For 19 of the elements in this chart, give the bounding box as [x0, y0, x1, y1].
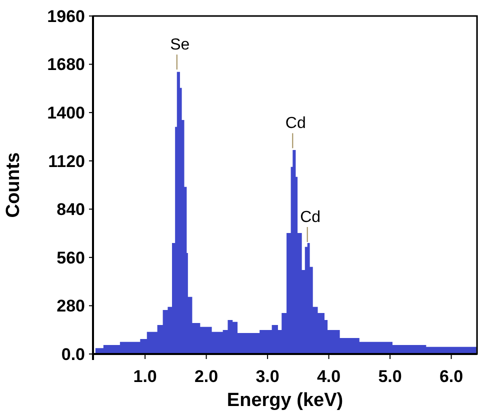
y-tick-label: 0.0 [61, 344, 85, 364]
y-tick-label: 1400 [47, 104, 85, 123]
x-tick-label: 3.0 [256, 367, 280, 386]
x-tick-label: 1.0 [133, 367, 157, 386]
x-axis-title: Energy (keV) [226, 390, 344, 411]
y-tick-label: 1120 [48, 152, 85, 171]
y-axis-title: Counts [3, 152, 24, 218]
y-tick-label: 840 [56, 200, 85, 220]
annotation: Cd [285, 115, 306, 132]
y-tick-label: 1680 [47, 55, 85, 74]
x-tick-label: 4.0 [316, 367, 341, 386]
x-tick-label: 2.0 [194, 367, 218, 386]
y-tick-label: 280 [56, 296, 85, 316]
y-tick-label: 1960 [47, 6, 85, 26]
x-tick-label: 6.0 [439, 367, 464, 386]
annotation: Cd [300, 209, 321, 226]
y-tick-label: 560 [56, 248, 85, 268]
x-tick-label: 5.0 [378, 367, 402, 386]
annotation: Se [170, 36, 190, 54]
